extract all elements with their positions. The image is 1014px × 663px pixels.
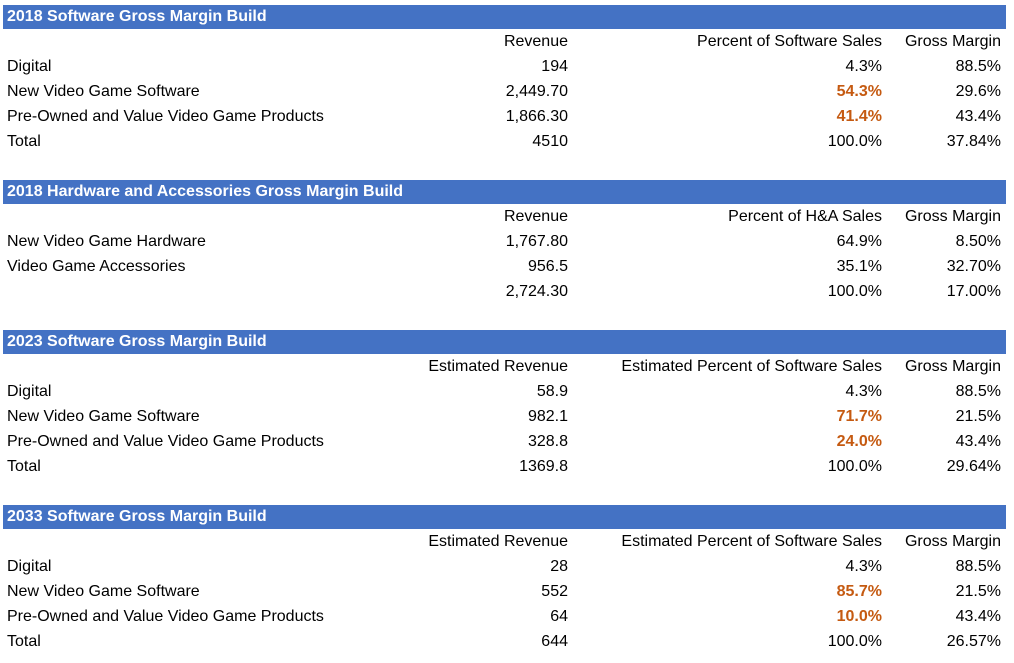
percent-cell-highlighted: 54.3% bbox=[836, 83, 882, 100]
revenue-cell: 58.9 bbox=[536, 383, 568, 400]
header-row: Estimated Revenue Estimated Percent of S… bbox=[3, 354, 1006, 379]
table-row: Digital 58.9 4.3% 88.5% bbox=[3, 379, 1006, 404]
revenue-cell: 194 bbox=[541, 58, 568, 75]
row-label: New Video Game Software bbox=[7, 408, 200, 425]
row-label: Digital bbox=[7, 383, 52, 400]
percent-cell: 100.0% bbox=[827, 458, 882, 475]
row-label: Total bbox=[7, 458, 41, 475]
column-header-revenue: Estimated Revenue bbox=[428, 358, 568, 375]
margin-cell: 88.5% bbox=[955, 558, 1001, 575]
margin-cell: 32.70% bbox=[946, 258, 1001, 275]
column-header-percent: Estimated Percent of Software Sales bbox=[621, 358, 882, 375]
section-title: 2018 Software Gross Margin Build bbox=[3, 5, 1006, 29]
row-label: New Video Game Hardware bbox=[7, 233, 206, 250]
margin-cell: 26.57% bbox=[946, 633, 1001, 650]
table-row: Video Game Accessories 956.5 35.1% 32.70… bbox=[3, 254, 1006, 279]
row-label: Pre-Owned and Value Video Game Products bbox=[7, 108, 324, 125]
revenue-cell: 552 bbox=[541, 583, 568, 600]
header-row: Revenue Percent of Software Sales Gross … bbox=[3, 29, 1006, 54]
percent-cell: 100.0% bbox=[827, 283, 882, 300]
table-row: New Video Game Hardware 1,767.80 64.9% 8… bbox=[3, 229, 1006, 254]
column-header-revenue: Estimated Revenue bbox=[428, 533, 568, 550]
percent-cell: 4.3% bbox=[845, 383, 882, 400]
total-row: 2,724.30 100.0% 17.00% bbox=[3, 279, 1006, 304]
total-row: Total 1369.8 100.0% 29.64% bbox=[3, 454, 1006, 479]
revenue-cell: 1369.8 bbox=[519, 458, 568, 475]
revenue-cell: 956.5 bbox=[527, 258, 568, 275]
percent-cell-highlighted: 71.7% bbox=[836, 408, 882, 425]
section-2033-software: 2033 Software Gross Margin Build Estimat… bbox=[3, 505, 1006, 654]
column-header-percent: Percent of H&A Sales bbox=[728, 208, 882, 225]
percent-cell: 4.3% bbox=[845, 58, 882, 75]
percent-cell-highlighted: 41.4% bbox=[836, 108, 882, 125]
revenue-cell: 4510 bbox=[532, 133, 568, 150]
row-label: New Video Game Software bbox=[7, 583, 200, 600]
margin-cell: 37.84% bbox=[946, 133, 1001, 150]
column-header-revenue: Revenue bbox=[503, 33, 568, 50]
percent-cell: 100.0% bbox=[827, 633, 882, 650]
header-row: Revenue Percent of H&A Sales Gross Margi… bbox=[3, 204, 1006, 229]
margin-cell: 21.5% bbox=[955, 583, 1001, 600]
table-row: New Video Game Software 552 85.7% 21.5% bbox=[3, 579, 1006, 604]
section-2018-software: 2018 Software Gross Margin Build Revenue… bbox=[3, 5, 1006, 154]
total-row: Total 644 100.0% 26.57% bbox=[3, 629, 1006, 654]
row-label: Total bbox=[7, 633, 41, 650]
revenue-cell: 644 bbox=[541, 633, 568, 650]
margin-cell: 17.00% bbox=[946, 283, 1001, 300]
margin-cell: 8.50% bbox=[955, 233, 1001, 250]
column-header-revenue: Revenue bbox=[503, 208, 568, 225]
section-title: 2018 Hardware and Accessories Gross Marg… bbox=[3, 180, 1006, 204]
margin-cell: 43.4% bbox=[955, 608, 1001, 625]
row-label: Total bbox=[7, 133, 41, 150]
revenue-cell: 328.8 bbox=[527, 433, 568, 450]
section-title: 2023 Software Gross Margin Build bbox=[3, 330, 1006, 354]
margin-cell: 29.6% bbox=[955, 83, 1001, 100]
revenue-cell: 28 bbox=[550, 558, 568, 575]
column-header-percent: Estimated Percent of Software Sales bbox=[621, 533, 882, 550]
percent-cell: 100.0% bbox=[827, 133, 882, 150]
revenue-cell: 64 bbox=[550, 608, 568, 625]
table-row: New Video Game Software 2,449.70 54.3% 2… bbox=[3, 79, 1006, 104]
revenue-cell: 1,767.80 bbox=[505, 233, 568, 250]
margin-cell: 43.4% bbox=[955, 433, 1001, 450]
row-label: Digital bbox=[7, 558, 52, 575]
table-row: Digital 28 4.3% 88.5% bbox=[3, 554, 1006, 579]
percent-cell: 64.9% bbox=[836, 233, 882, 250]
header-row: Estimated Revenue Estimated Percent of S… bbox=[3, 529, 1006, 554]
revenue-cell: 2,724.30 bbox=[505, 283, 568, 300]
row-label: Video Game Accessories bbox=[7, 258, 186, 275]
table-row: New Video Game Software 982.1 71.7% 21.5… bbox=[3, 404, 1006, 429]
margin-cell: 29.64% bbox=[946, 458, 1001, 475]
margin-cell: 88.5% bbox=[955, 383, 1001, 400]
margin-cell: 21.5% bbox=[955, 408, 1001, 425]
percent-cell-highlighted: 85.7% bbox=[836, 583, 882, 600]
revenue-cell: 2,449.70 bbox=[505, 83, 568, 100]
section-title: 2033 Software Gross Margin Build bbox=[3, 505, 1006, 529]
margin-cell: 43.4% bbox=[955, 108, 1001, 125]
revenue-cell: 1,866.30 bbox=[505, 108, 568, 125]
section-2023-software: 2023 Software Gross Margin Build Estimat… bbox=[3, 330, 1006, 479]
percent-cell-highlighted: 10.0% bbox=[836, 608, 882, 625]
row-label: Pre-Owned and Value Video Game Products bbox=[7, 433, 324, 450]
column-header-margin: Gross Margin bbox=[904, 358, 1001, 375]
row-label: Digital bbox=[7, 58, 52, 75]
row-label: Pre-Owned and Value Video Game Products bbox=[7, 608, 324, 625]
column-header-margin: Gross Margin bbox=[904, 33, 1001, 50]
margin-cell: 88.5% bbox=[955, 58, 1001, 75]
table-row: Digital 194 4.3% 88.5% bbox=[3, 54, 1006, 79]
total-row: Total 4510 100.0% 37.84% bbox=[3, 129, 1006, 154]
column-header-margin: Gross Margin bbox=[904, 533, 1001, 550]
percent-cell-highlighted: 24.0% bbox=[836, 433, 882, 450]
table-row: Pre-Owned and Value Video Game Products … bbox=[3, 604, 1006, 629]
column-header-percent: Percent of Software Sales bbox=[697, 33, 882, 50]
section-2018-hardware-accessories: 2018 Hardware and Accessories Gross Marg… bbox=[3, 180, 1006, 304]
percent-cell: 35.1% bbox=[836, 258, 882, 275]
table-row: Pre-Owned and Value Video Game Products … bbox=[3, 429, 1006, 454]
revenue-cell: 982.1 bbox=[527, 408, 568, 425]
percent-cell: 4.3% bbox=[845, 558, 882, 575]
row-label: New Video Game Software bbox=[7, 83, 200, 100]
column-header-margin: Gross Margin bbox=[904, 208, 1001, 225]
table-row: Pre-Owned and Value Video Game Products … bbox=[3, 104, 1006, 129]
